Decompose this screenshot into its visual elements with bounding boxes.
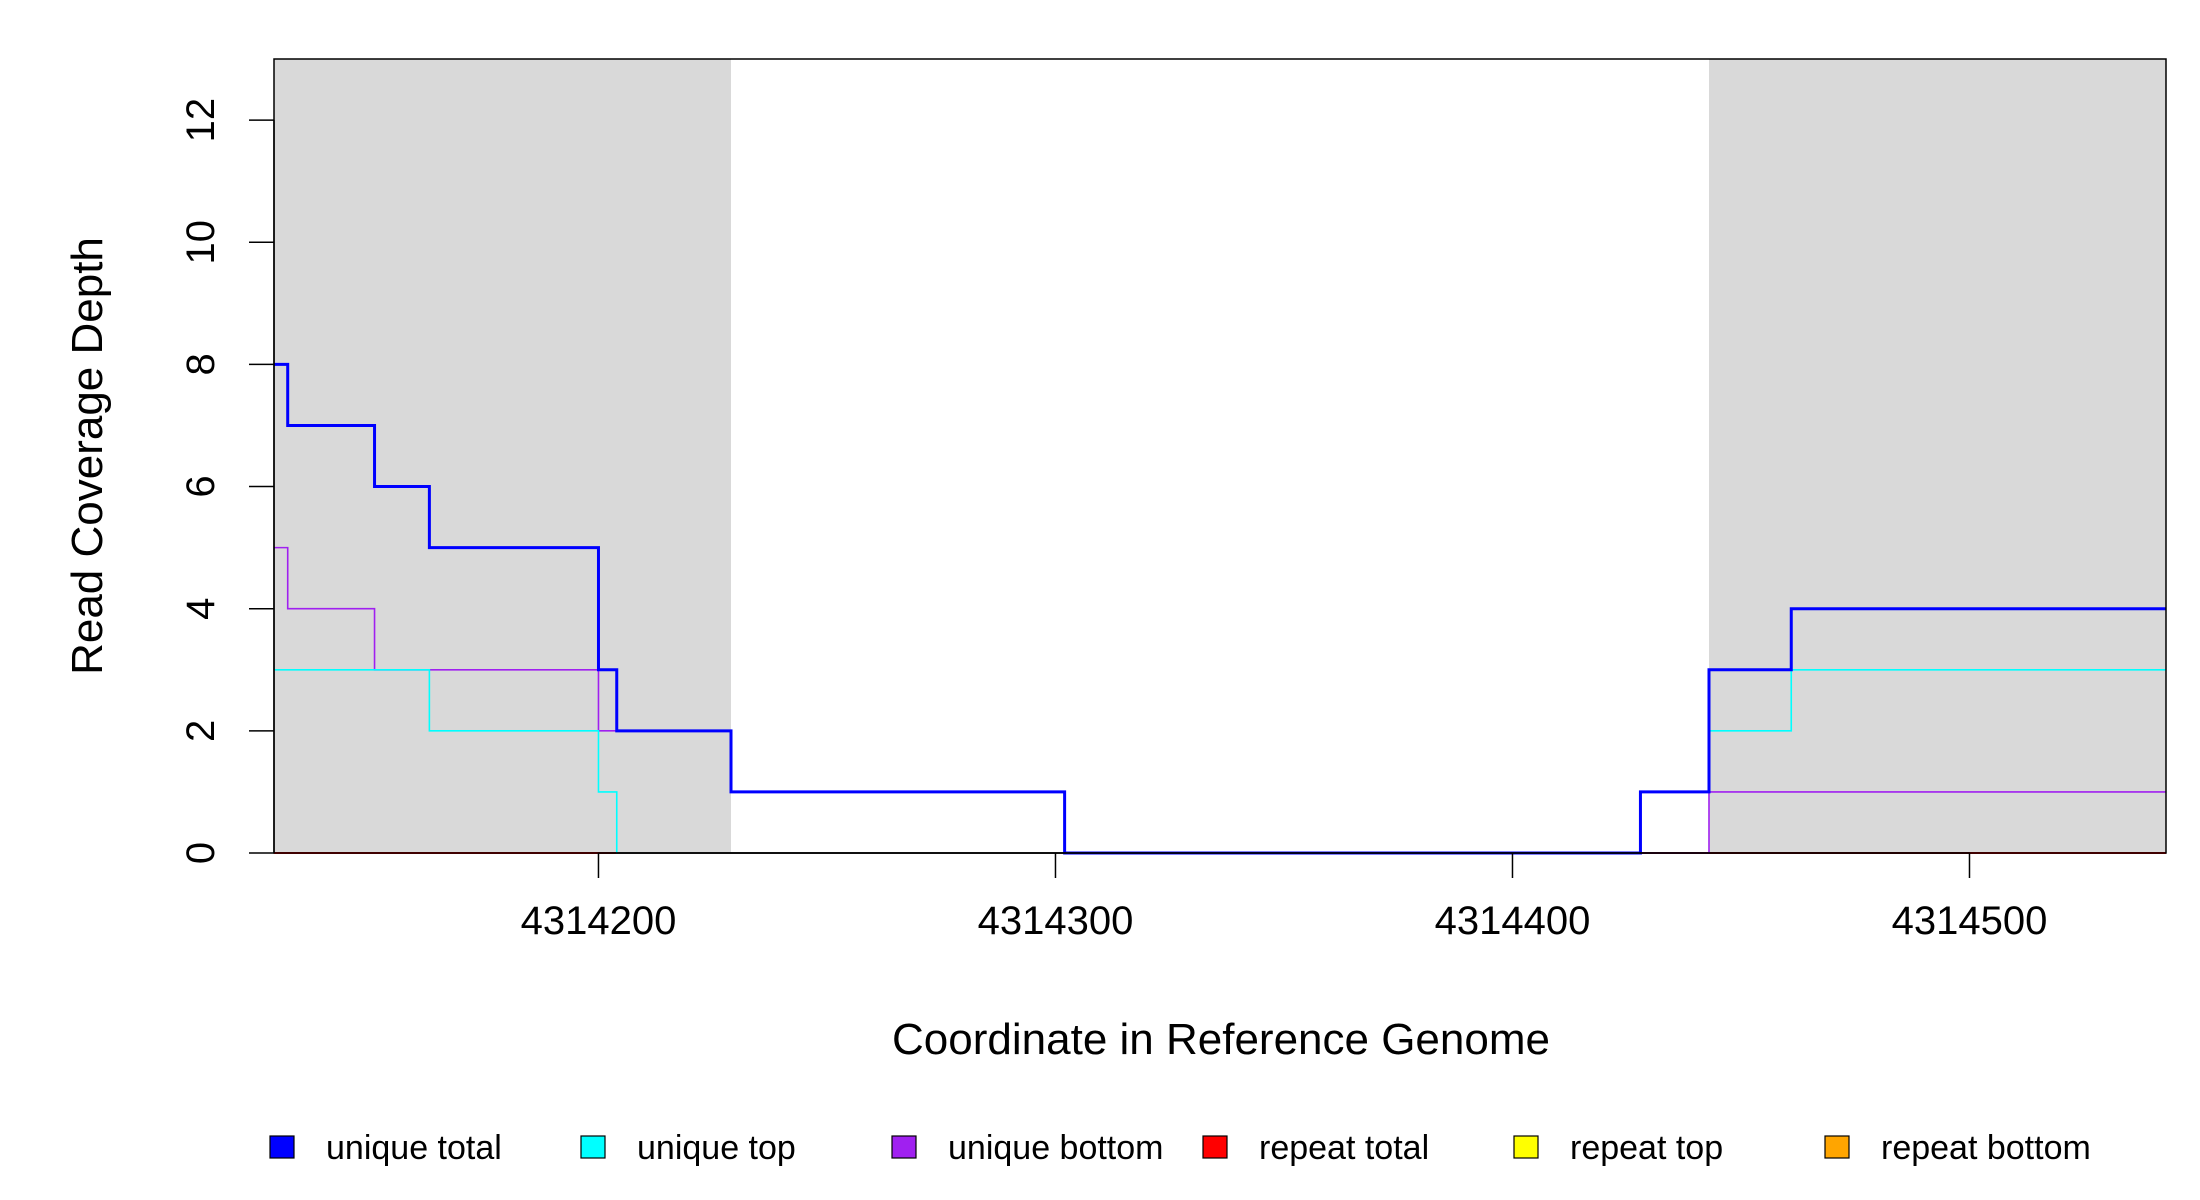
legend-swatch (269, 1135, 295, 1159)
legend-item-unique-top: unique top (580, 1129, 796, 1167)
y-tick-label: 4 (179, 598, 223, 620)
legend-item-unique-bottom: unique bottom (891, 1129, 1164, 1167)
y-tick-label: 2 (179, 720, 223, 742)
x-axis-label: Coordinate in Reference Genome (892, 1015, 1550, 1064)
legend-swatch (1513, 1135, 1539, 1159)
legend-item-repeat-bottom: repeat bottom (1824, 1129, 2091, 1167)
legend-swatch (1824, 1135, 1850, 1159)
legend-item-unique-total: unique total (269, 1129, 502, 1167)
legend-label: unique total (326, 1129, 502, 1167)
legend: unique total unique top unique bottom repea… (269, 1129, 2091, 1167)
x-axis: 4314200 4314300 4314400 4314500 (521, 852, 2048, 943)
legend-swatch (580, 1135, 606, 1159)
x-tick-label: 4314400 (1435, 899, 1591, 943)
series-line-unique-total (274, 362, 2166, 855)
y-tick-label: 10 (179, 220, 223, 265)
legend-label: repeat total (1259, 1129, 1429, 1167)
y-axis-label: Read Coverage Depth (63, 237, 112, 675)
legend-swatch (1202, 1135, 1228, 1159)
y-tick-label: 12 (179, 98, 223, 143)
legend-label: unique top (637, 1129, 796, 1167)
x-tick-label: 4314500 (1892, 899, 2048, 943)
legend-item-repeat-total: repeat total (1202, 1129, 1429, 1167)
shaded-region-2 (1708, 59, 2166, 853)
x-tick-label: 4314200 (521, 899, 677, 943)
legend-label: repeat bottom (1881, 1129, 2091, 1167)
legend-item-repeat-top: repeat top (1513, 1129, 1723, 1167)
y-axis: 0 2 4 6 8 10 12 (179, 98, 275, 864)
legend-swatch (891, 1135, 917, 1159)
legend-label: unique bottom (948, 1129, 1164, 1167)
y-tick-label: 8 (179, 353, 223, 375)
shaded-regions (274, 59, 2166, 853)
x-tick-label: 4314300 (978, 899, 1134, 943)
legend-label: repeat top (1570, 1129, 1723, 1167)
y-tick-label: 6 (179, 475, 223, 497)
y-tick-label: 0 (179, 842, 223, 864)
shaded-region-1 (274, 59, 732, 853)
